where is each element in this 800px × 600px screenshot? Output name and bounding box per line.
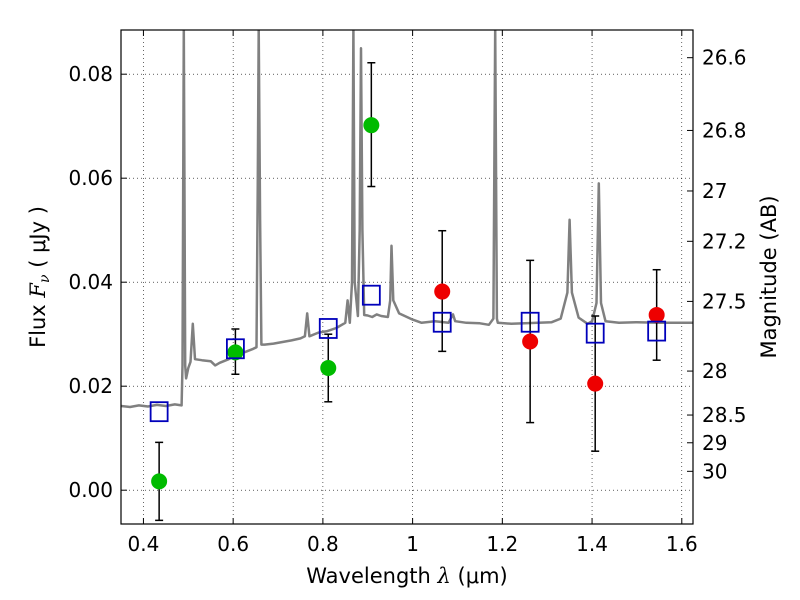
model-photometry-point xyxy=(647,320,667,342)
x-tick-label: 1.2 xyxy=(486,532,518,556)
magnitude-tick-label: 27 xyxy=(702,179,727,203)
magnitude-axis-label: Magnitude (AB) xyxy=(757,195,781,358)
y-tick-label: 0.06 xyxy=(68,166,113,190)
x-tick-label: 0.6 xyxy=(217,532,249,556)
x-axis-label: Wavelength λ (μm) xyxy=(306,564,507,588)
y-tick-label: 0.08 xyxy=(68,62,113,86)
model-photometry-point xyxy=(520,311,540,333)
magnitude-tick-label: 27.5 xyxy=(702,289,747,313)
model-spectrum-line xyxy=(121,30,693,409)
y-tick-label: 0.00 xyxy=(68,478,113,502)
model-photometry-point xyxy=(225,338,245,360)
model-photometry-point xyxy=(585,322,605,344)
plot-frame xyxy=(120,29,694,525)
x-tick-label: 1 xyxy=(406,532,419,556)
x-tick-label: 0.8 xyxy=(307,532,339,556)
magnitude-tick-label: 26.6 xyxy=(702,46,747,70)
model-photometry-point xyxy=(318,318,338,339)
x-tick-label: 0.4 xyxy=(128,532,160,556)
magnitude-tick-label: 26.8 xyxy=(702,118,747,142)
magnitude-tick-label: 28.5 xyxy=(702,403,747,427)
y-axis-label: Flux Fν ( μJy ) xyxy=(26,206,53,348)
magnitude-tick-label: 30 xyxy=(702,459,727,483)
model-photometry-point xyxy=(432,311,452,333)
magnitude-tick-label: 27.2 xyxy=(702,229,747,253)
x-tick-label: 1.6 xyxy=(666,532,698,556)
y-tick-label: 0.02 xyxy=(68,374,113,398)
data-point xyxy=(648,306,665,323)
axes: 0.4 0.6 0.8 1 1.2 1.4 1.6 0.00 0.02 0.04 0.06 0.08 2… xyxy=(68,30,747,556)
data-point xyxy=(434,283,451,300)
model-photometry-point xyxy=(149,401,169,423)
data-point xyxy=(151,473,168,490)
model-photometry-point xyxy=(361,284,381,306)
magnitude-tick-label: 28 xyxy=(702,359,727,383)
data-point xyxy=(522,333,539,350)
x-tick-label: 1.4 xyxy=(576,532,608,556)
data-point xyxy=(227,344,244,361)
magnitude-tick-label: 29 xyxy=(702,431,727,455)
plot-area xyxy=(121,30,693,522)
data-point xyxy=(587,375,604,392)
data-point xyxy=(363,117,380,134)
y-tick-label: 0.04 xyxy=(68,270,113,294)
data-point xyxy=(320,360,337,376)
